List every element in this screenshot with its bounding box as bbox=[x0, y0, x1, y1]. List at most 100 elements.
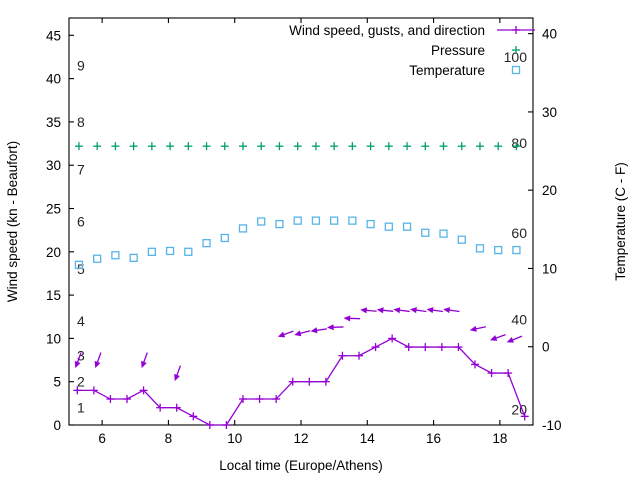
square-marker bbox=[111, 251, 120, 260]
x-tick-label: 8 bbox=[165, 431, 173, 446]
wind-arrow-head bbox=[426, 307, 434, 314]
square-marker bbox=[238, 224, 248, 233]
square-marker bbox=[129, 253, 138, 263]
y-tick-label: 0 bbox=[53, 418, 61, 433]
wind-arrow-head bbox=[360, 307, 368, 314]
square-marker bbox=[439, 229, 448, 238]
x-tick-label: 6 bbox=[98, 431, 106, 446]
wind-arrow-head bbox=[141, 360, 147, 369]
y-tick-label: 30 bbox=[46, 158, 61, 173]
wind-arrow-head bbox=[393, 307, 401, 314]
square-marker bbox=[511, 65, 521, 75]
y-tick-label: 25 bbox=[46, 202, 61, 217]
wind-arrow-head bbox=[409, 307, 417, 314]
series-3 bbox=[74, 216, 521, 269]
beaufort-label: 4 bbox=[77, 313, 85, 329]
wind-arrow-shaft bbox=[282, 330, 294, 336]
wind-arrow-head bbox=[506, 337, 514, 343]
square-marker bbox=[348, 216, 357, 225]
x-tick-label: 18 bbox=[492, 431, 507, 446]
beaufort-label: 7 bbox=[77, 162, 85, 178]
y2-tick-label: 10 bbox=[542, 261, 557, 276]
y-tick-label: 40 bbox=[46, 72, 61, 87]
square-marker bbox=[147, 247, 157, 256]
beaufort-label: 6 bbox=[77, 214, 85, 230]
square-marker bbox=[329, 216, 339, 225]
y-tick-label: 20 bbox=[46, 245, 61, 260]
y2-tick-label: -10 bbox=[542, 418, 562, 433]
wind-arrow-head bbox=[74, 360, 81, 369]
square-marker bbox=[402, 222, 412, 231]
square-marker bbox=[475, 244, 485, 253]
square-marker bbox=[311, 216, 321, 225]
y-tick-label: 35 bbox=[46, 115, 61, 130]
square-marker bbox=[512, 245, 521, 255]
beaufort-label: 2 bbox=[77, 374, 85, 390]
series-1 bbox=[74, 307, 523, 382]
square-marker bbox=[93, 254, 102, 263]
wind-arrow-shaft bbox=[96, 352, 102, 364]
square-marker bbox=[184, 247, 193, 256]
beaufort-label: 8 bbox=[77, 114, 85, 130]
square-marker bbox=[366, 219, 375, 229]
series-2 bbox=[74, 142, 521, 151]
y-tick-label: 10 bbox=[46, 331, 61, 346]
y2-tick-label: 0 bbox=[542, 340, 550, 355]
beaufort-label: 3 bbox=[77, 348, 85, 364]
legend-label: Temperature bbox=[409, 63, 485, 78]
wind-arrow-head bbox=[469, 325, 477, 332]
y-tick-label: 5 bbox=[53, 375, 61, 390]
wind-arrow-shaft bbox=[382, 309, 394, 312]
fahrenheit-label: 60 bbox=[511, 225, 527, 241]
square-marker bbox=[384, 222, 393, 231]
square-marker bbox=[165, 246, 175, 256]
wind-arrow-head bbox=[94, 360, 101, 369]
square-marker bbox=[457, 235, 466, 244]
wind-arrow-shaft bbox=[511, 335, 523, 341]
wind-arrow-shaft bbox=[315, 328, 327, 332]
y-tick-label: 15 bbox=[46, 288, 61, 303]
y2-axis-title: Temperature (C - F) bbox=[613, 162, 628, 281]
wind-arrow-shaft bbox=[76, 352, 82, 364]
legend-label: Pressure bbox=[431, 43, 485, 58]
square-marker bbox=[74, 260, 84, 269]
wind-arrow-shaft bbox=[448, 309, 460, 313]
wind-arrow-head bbox=[277, 331, 286, 338]
wind-arrow-head bbox=[343, 315, 351, 322]
square-marker bbox=[275, 219, 284, 229]
fahrenheit-label: 100 bbox=[504, 49, 528, 65]
y-tick-label: 45 bbox=[46, 28, 61, 43]
y2-tick-label: 30 bbox=[542, 105, 557, 120]
fahrenheit-label: 80 bbox=[511, 135, 527, 151]
y-axis-title: Wind speed (kn - Beaufort) bbox=[5, 141, 20, 302]
fahrenheit-label: 40 bbox=[511, 311, 527, 327]
wind-arrow-head bbox=[376, 307, 384, 314]
square-marker bbox=[202, 238, 211, 248]
wind-arrow-shaft bbox=[474, 326, 487, 330]
wind-arrow-head bbox=[443, 307, 451, 314]
series-0 bbox=[73, 334, 529, 429]
wind-arrow-shaft bbox=[398, 309, 410, 313]
beaufort-label: 9 bbox=[77, 58, 85, 74]
x-tick-label: 10 bbox=[227, 431, 242, 446]
square-marker bbox=[494, 245, 503, 255]
wind-arrow-shaft bbox=[415, 309, 427, 313]
wind-arrow-head bbox=[490, 335, 498, 341]
wind-arrow-head bbox=[310, 327, 318, 334]
x-tick-label: 14 bbox=[360, 431, 376, 446]
wind-arrow-shaft bbox=[142, 352, 148, 364]
wind-arrow-shaft bbox=[176, 365, 182, 377]
x-axis-title: Local time (Europe/Athens) bbox=[219, 458, 383, 473]
series-group bbox=[73, 142, 529, 429]
wind-arrow-shaft bbox=[494, 333, 506, 339]
square-marker bbox=[421, 228, 430, 237]
square-marker bbox=[220, 233, 229, 243]
square-marker bbox=[257, 217, 266, 226]
y2-tick-label: 20 bbox=[542, 183, 557, 198]
x-tick-label: 12 bbox=[293, 431, 308, 446]
beaufort-label: 1 bbox=[77, 400, 85, 416]
axis-titles-group: Local time (Europe/Athens) Wind speed (kn… bbox=[5, 141, 628, 473]
